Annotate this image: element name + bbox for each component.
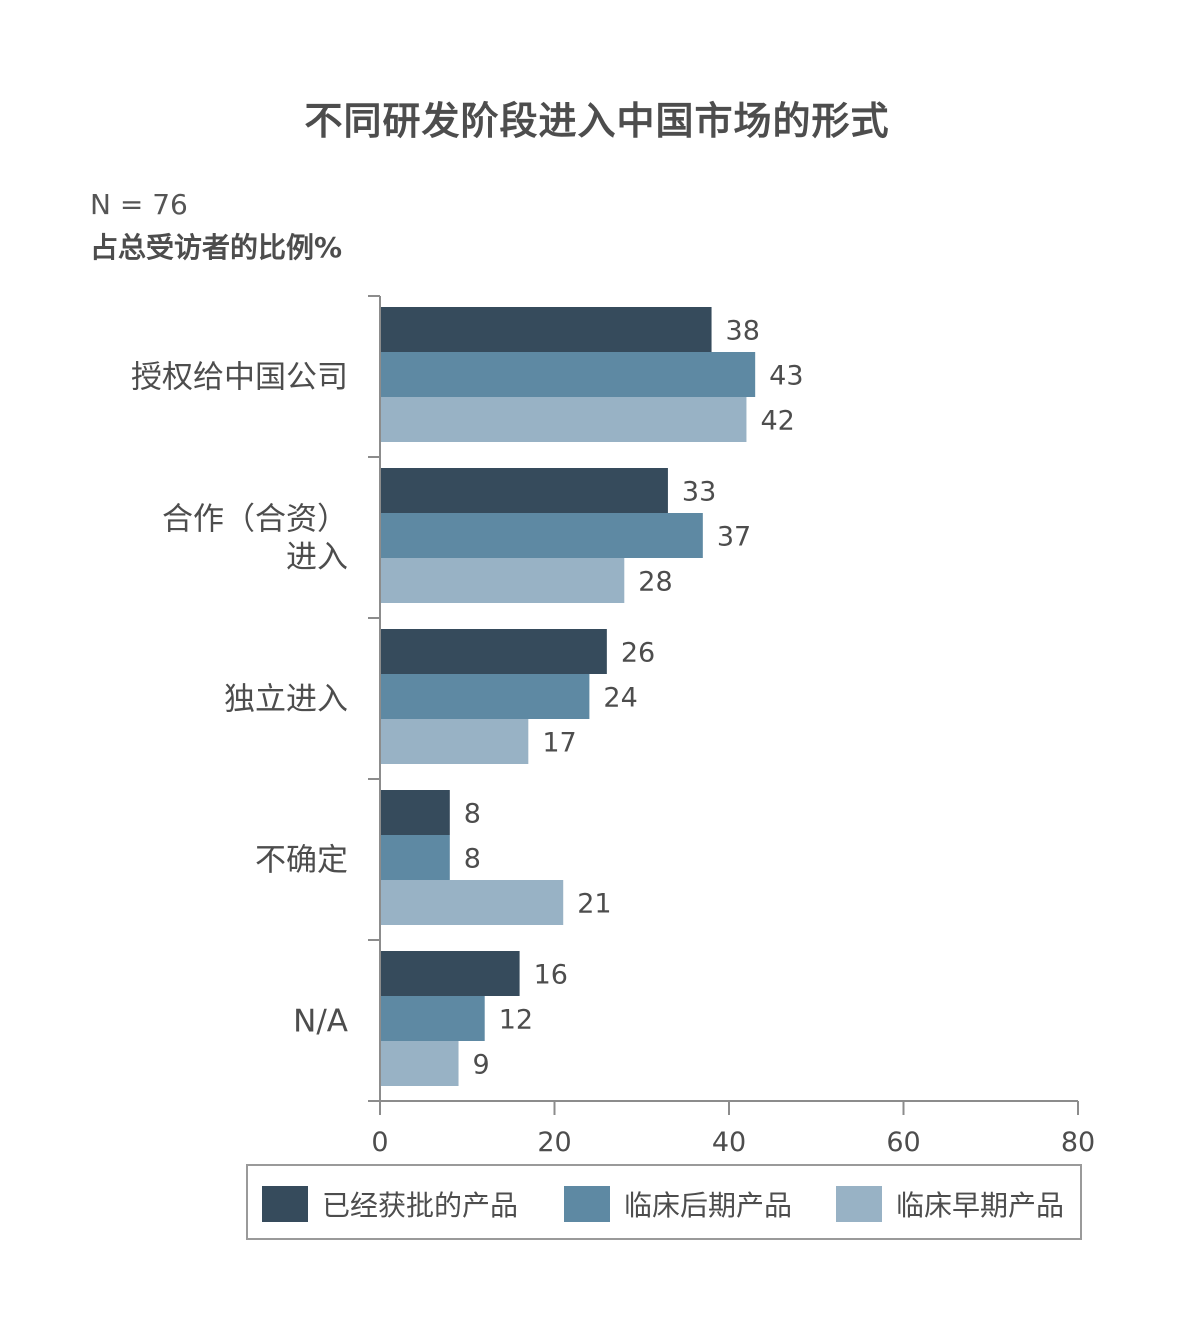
data-label-2-2: 17: [542, 728, 576, 759]
data-label-1-2: 28: [638, 567, 672, 598]
category-label-2: 独立进入: [224, 682, 348, 718]
bar-4-0: [380, 951, 520, 996]
legend-item-approved: 已经获批的产品: [262, 1184, 518, 1224]
data-label-3-0: 8: [464, 799, 481, 830]
bar-4-1: [380, 996, 485, 1041]
category-label-1-line-0: 合作（合资）: [162, 502, 348, 538]
bar-1-0: [380, 468, 668, 513]
unit-label: 占总受访者的比例%: [90, 231, 343, 264]
category-label-3: 不确定: [255, 843, 348, 879]
data-label-4-1: 12: [499, 1005, 533, 1036]
data-label-2-1: 24: [603, 683, 637, 714]
legend-item-late-clinical: 临床后期产品: [564, 1184, 792, 1224]
legend-label-early-clinical: 临床早期产品: [896, 1189, 1065, 1222]
category-label-1-line-1: 进入: [286, 540, 348, 576]
x-tick-label-0: 0: [371, 1127, 388, 1158]
x-tick-label-3: 60: [886, 1127, 920, 1158]
chart-title: 不同研发阶段进入中国市场的形式: [304, 99, 890, 143]
bar-0-1: [380, 352, 756, 397]
sample-size-label: N = 76: [90, 188, 188, 221]
bar-4-2: [380, 1041, 459, 1086]
bar-2-0: [380, 629, 607, 674]
data-label-0-0: 38: [726, 316, 760, 347]
x-tick-label-1: 20: [537, 1127, 571, 1158]
bar-2-2: [380, 719, 529, 764]
bar-1-1: [380, 513, 703, 558]
bar-1-2: [380, 558, 625, 603]
data-label-0-1: 43: [769, 361, 803, 392]
bar-0-0: [380, 307, 712, 352]
legend-item-early-clinical: 临床早期产品: [836, 1184, 1064, 1224]
legend-swatch-late-clinical: [564, 1186, 610, 1222]
data-label-4-2: 9: [473, 1050, 490, 1081]
data-label-2-0: 26: [621, 638, 655, 669]
x-tick-label-4: 80: [1061, 1127, 1095, 1158]
data-label-4-0: 16: [534, 960, 568, 991]
data-label-3-1: 8: [464, 844, 481, 875]
data-label-0-2: 42: [760, 406, 794, 437]
category-label-4: N/A: [293, 1004, 348, 1040]
legend-label-late-clinical: 临床后期产品: [624, 1189, 793, 1222]
bar-0-2: [380, 397, 747, 442]
data-label-1-0: 33: [682, 477, 716, 508]
bar-3-0: [380, 790, 450, 835]
data-label-3-2: 21: [577, 889, 611, 920]
bar-3-2: [380, 880, 564, 925]
bar-3-1: [380, 835, 450, 880]
legend-swatch-early-clinical: [836, 1186, 882, 1222]
category-label-0: 授权给中国公司: [131, 360, 348, 396]
legend: 已经获批的产品 临床后期产品 临床早期产品: [246, 1164, 1082, 1240]
bar-2-1: [380, 674, 590, 719]
legend-label-approved: 已经获批的产品: [322, 1189, 519, 1222]
legend-swatch-approved: [262, 1186, 308, 1222]
x-tick-label-2: 40: [712, 1127, 746, 1158]
data-label-1-1: 37: [717, 522, 751, 553]
